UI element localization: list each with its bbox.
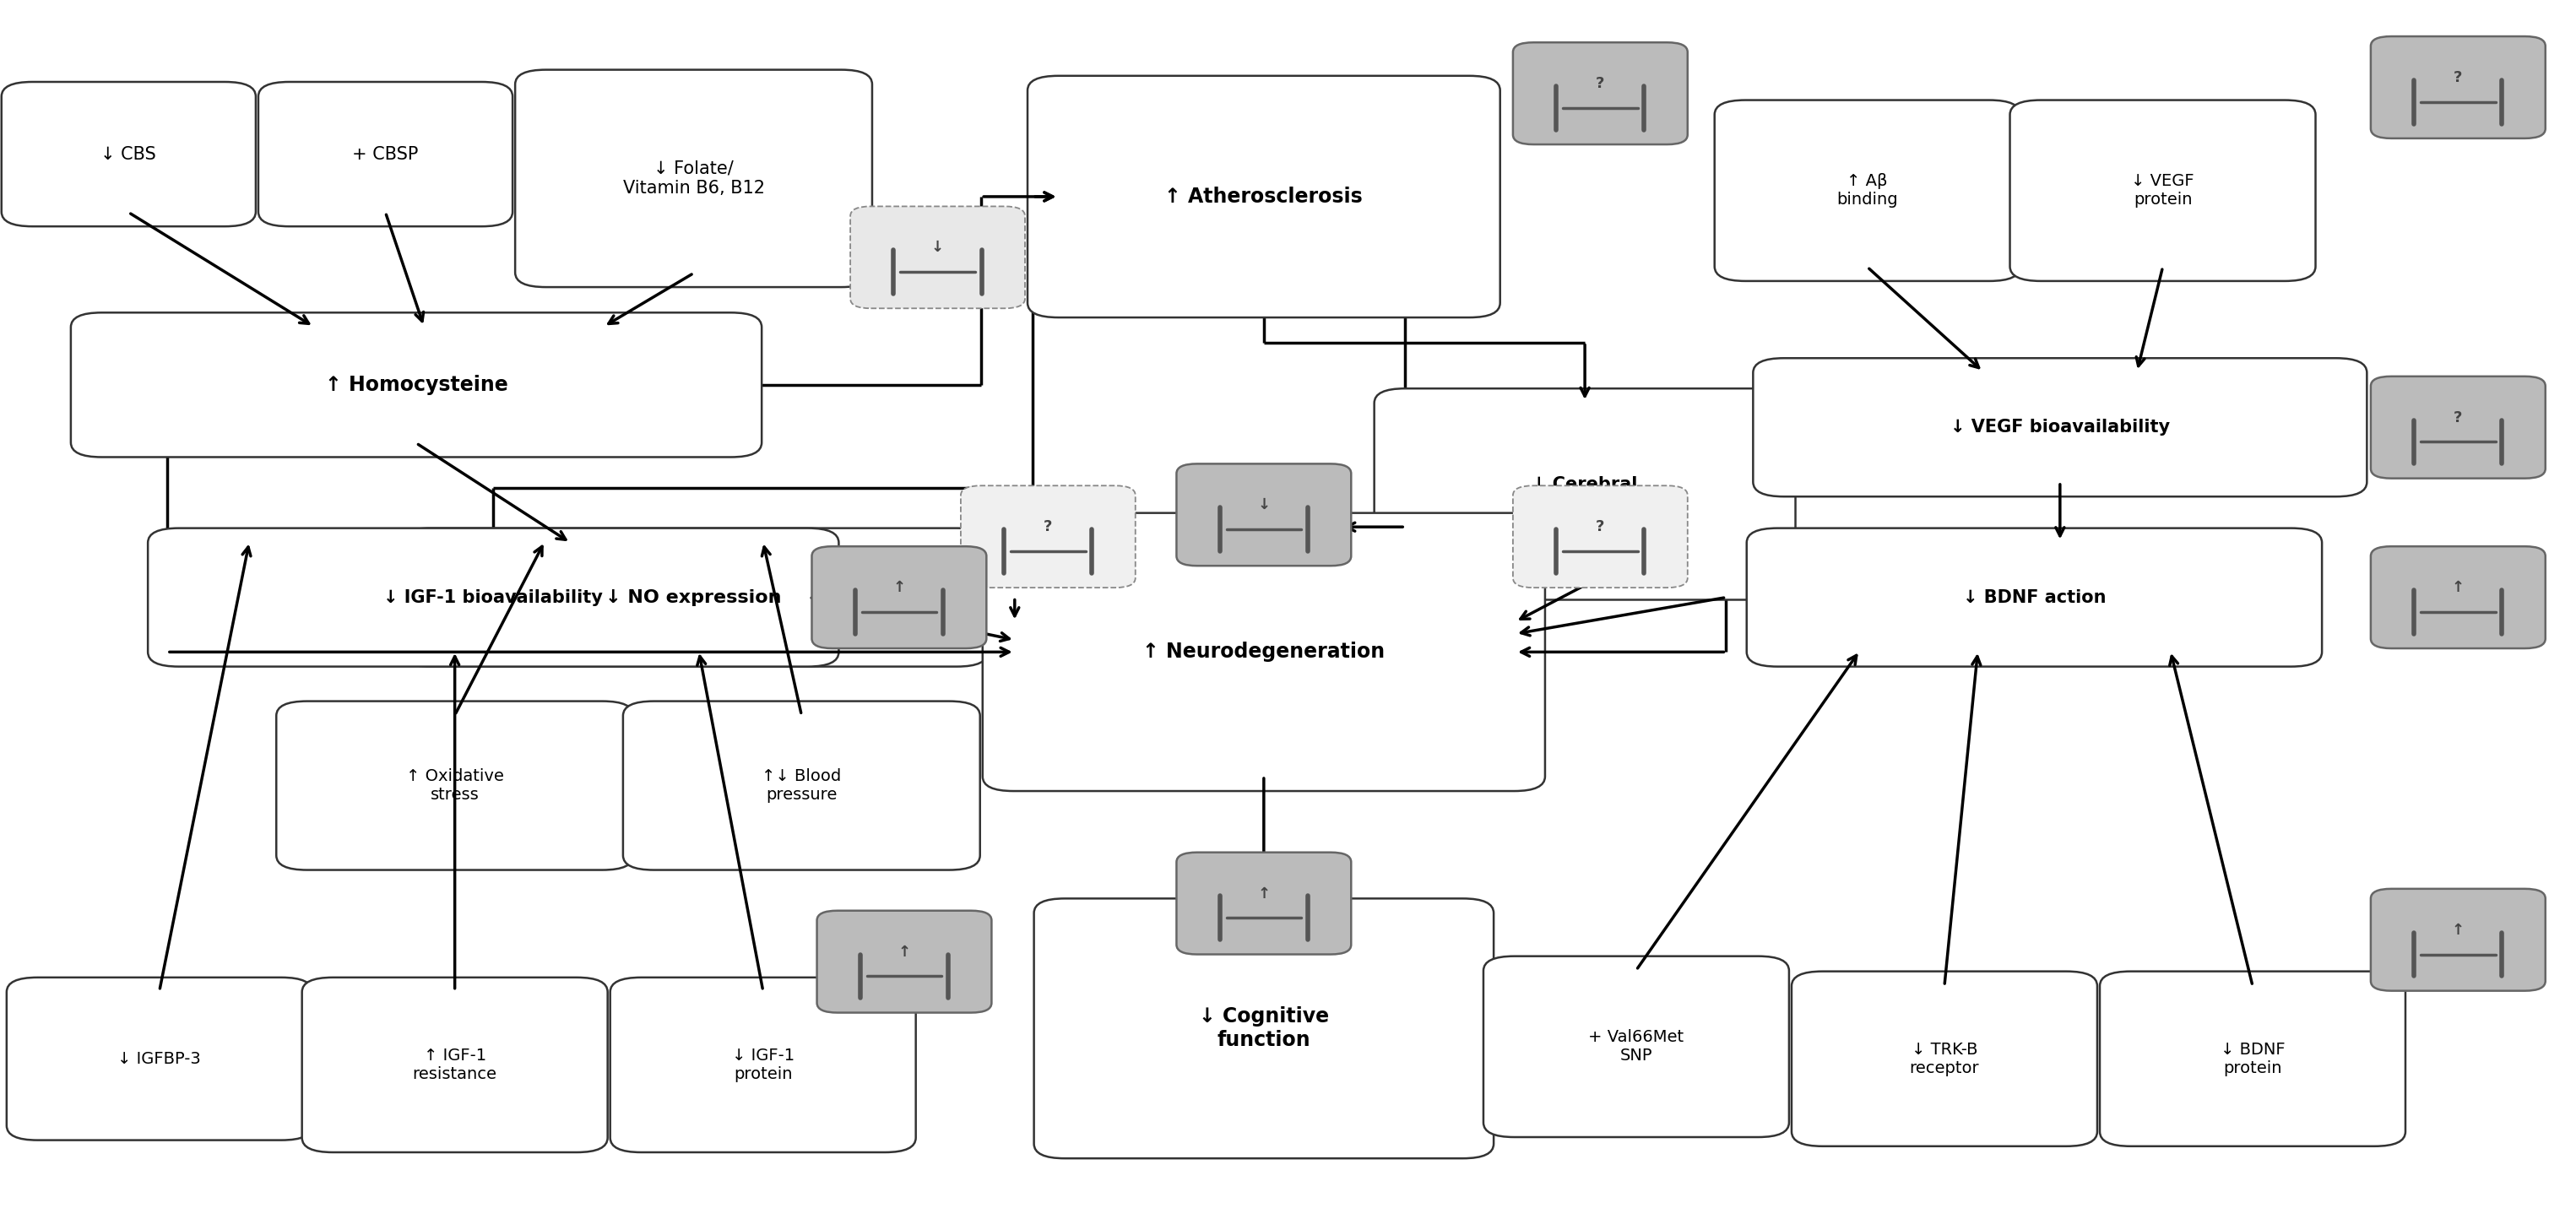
Text: ↑: ↑ (1257, 886, 1270, 901)
Text: ↑: ↑ (899, 945, 912, 959)
FancyBboxPatch shape (1373, 389, 1795, 600)
FancyBboxPatch shape (1512, 485, 1687, 588)
FancyBboxPatch shape (1790, 972, 2097, 1146)
FancyBboxPatch shape (817, 911, 992, 1013)
Text: + CBSP: + CBSP (353, 146, 417, 162)
FancyBboxPatch shape (611, 978, 917, 1152)
Text: ?: ? (2455, 410, 2463, 425)
FancyBboxPatch shape (2370, 546, 2545, 649)
Text: ↑ IGF-1
resistance: ↑ IGF-1 resistance (412, 1047, 497, 1082)
FancyBboxPatch shape (2009, 100, 2316, 282)
Text: ↑: ↑ (2452, 923, 2465, 937)
Text: ↓ VEGF bioavailability: ↓ VEGF bioavailability (1950, 419, 2169, 436)
Text: ↑ Atherosclerosis: ↑ Atherosclerosis (1164, 187, 1363, 207)
FancyBboxPatch shape (961, 485, 1136, 588)
FancyBboxPatch shape (1033, 898, 1494, 1158)
Text: ↓: ↓ (1257, 497, 1270, 513)
Text: ↓: ↓ (933, 240, 943, 255)
Text: ↓ BDNF action: ↓ BDNF action (1963, 589, 2105, 606)
FancyBboxPatch shape (1754, 358, 2367, 496)
FancyBboxPatch shape (258, 82, 513, 227)
Text: ↑ Aβ
binding: ↑ Aβ binding (1837, 173, 1899, 208)
FancyBboxPatch shape (515, 69, 873, 288)
FancyBboxPatch shape (981, 513, 1546, 791)
Text: ↓ IGF-1 bioavailability: ↓ IGF-1 bioavailability (384, 589, 603, 606)
Text: ↑ Homocysteine: ↑ Homocysteine (325, 374, 507, 395)
FancyBboxPatch shape (1747, 528, 2321, 667)
Text: ↓ VEGF
protein: ↓ VEGF protein (2130, 173, 2195, 208)
FancyBboxPatch shape (2099, 972, 2406, 1146)
Text: ↓ NO expression: ↓ NO expression (605, 589, 781, 606)
FancyBboxPatch shape (2370, 377, 2545, 478)
Text: ↓ IGF-1
protein: ↓ IGF-1 protein (732, 1047, 793, 1082)
FancyBboxPatch shape (850, 206, 1025, 308)
FancyBboxPatch shape (1177, 463, 1352, 566)
Text: ↓ TRK-B
receptor: ↓ TRK-B receptor (1909, 1041, 1978, 1076)
FancyBboxPatch shape (2370, 889, 2545, 991)
FancyBboxPatch shape (1177, 852, 1352, 954)
FancyBboxPatch shape (1028, 76, 1499, 317)
FancyBboxPatch shape (2370, 37, 2545, 138)
Text: ↓ IGFBP-3: ↓ IGFBP-3 (118, 1051, 201, 1067)
Text: + Val66Met
SNP: + Val66Met SNP (1589, 1029, 1685, 1064)
Text: ↑ Oxidative
stress: ↑ Oxidative stress (407, 768, 505, 803)
FancyBboxPatch shape (399, 528, 987, 667)
Text: ?: ? (1043, 519, 1054, 534)
Text: ↓ BDNF
protein: ↓ BDNF protein (2221, 1041, 2285, 1076)
FancyBboxPatch shape (301, 978, 608, 1152)
Text: ?: ? (2455, 69, 2463, 85)
FancyBboxPatch shape (3, 82, 255, 227)
FancyBboxPatch shape (8, 978, 312, 1140)
Text: ↓ Cognitive
function: ↓ Cognitive function (1198, 1007, 1329, 1051)
Text: ↑: ↑ (894, 580, 907, 595)
Text: ?: ? (1597, 76, 1605, 91)
Text: ↑↓ Blood
pressure: ↑↓ Blood pressure (762, 768, 842, 803)
FancyBboxPatch shape (1484, 956, 1790, 1137)
FancyBboxPatch shape (1512, 43, 1687, 144)
FancyBboxPatch shape (811, 546, 987, 649)
FancyBboxPatch shape (70, 312, 762, 457)
FancyBboxPatch shape (276, 701, 634, 870)
FancyBboxPatch shape (623, 701, 979, 870)
FancyBboxPatch shape (1716, 100, 2020, 282)
Text: ↑ Neurodegeneration: ↑ Neurodegeneration (1144, 642, 1386, 662)
Text: ↓ CBS: ↓ CBS (100, 146, 157, 162)
Text: ↓ Cerebral
blood flow: ↓ Cerebral blood flow (1533, 475, 1638, 512)
Text: ?: ? (1597, 519, 1605, 534)
Text: ↑: ↑ (2452, 580, 2465, 595)
FancyBboxPatch shape (147, 528, 840, 667)
Text: ↓ Folate/
Vitamin B6, B12: ↓ Folate/ Vitamin B6, B12 (623, 160, 765, 196)
